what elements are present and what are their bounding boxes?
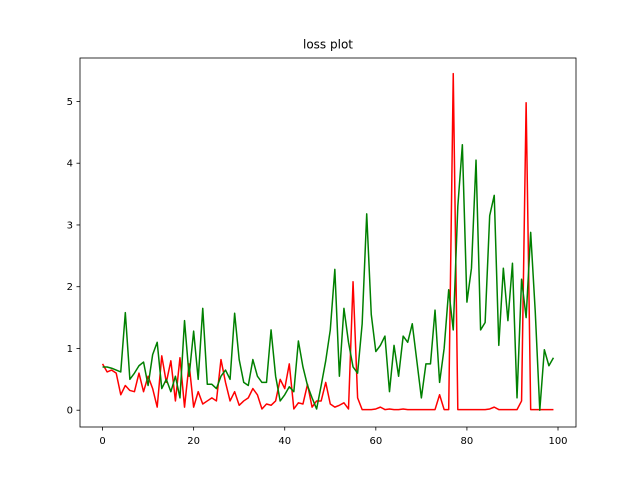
y-tick-label: 1 xyxy=(67,344,73,355)
y-tick-label: 4 xyxy=(67,159,73,170)
x-tick-label: 20 xyxy=(187,436,200,447)
x-tick-label: 100 xyxy=(548,436,567,447)
x-tick-label: 80 xyxy=(461,436,474,447)
y-tick-label: 0 xyxy=(67,406,73,417)
y-axis: 0 1 2 3 4 5 xyxy=(67,97,80,417)
x-axis: 0 20 40 60 80 100 xyxy=(99,427,568,447)
series-line-1 xyxy=(101,72,554,411)
axes-frame xyxy=(79,57,577,428)
series-layer xyxy=(101,72,555,411)
series-line-2 xyxy=(102,143,555,411)
y-tick-label: 5 xyxy=(67,97,73,108)
x-tick-label: 40 xyxy=(278,436,291,447)
chart-title: loss plot xyxy=(303,38,353,52)
y-tick-label: 2 xyxy=(67,282,73,293)
x-tick-label: 0 xyxy=(99,436,105,447)
x-tick-label: 60 xyxy=(369,436,382,447)
y-tick-label: 3 xyxy=(67,220,73,231)
